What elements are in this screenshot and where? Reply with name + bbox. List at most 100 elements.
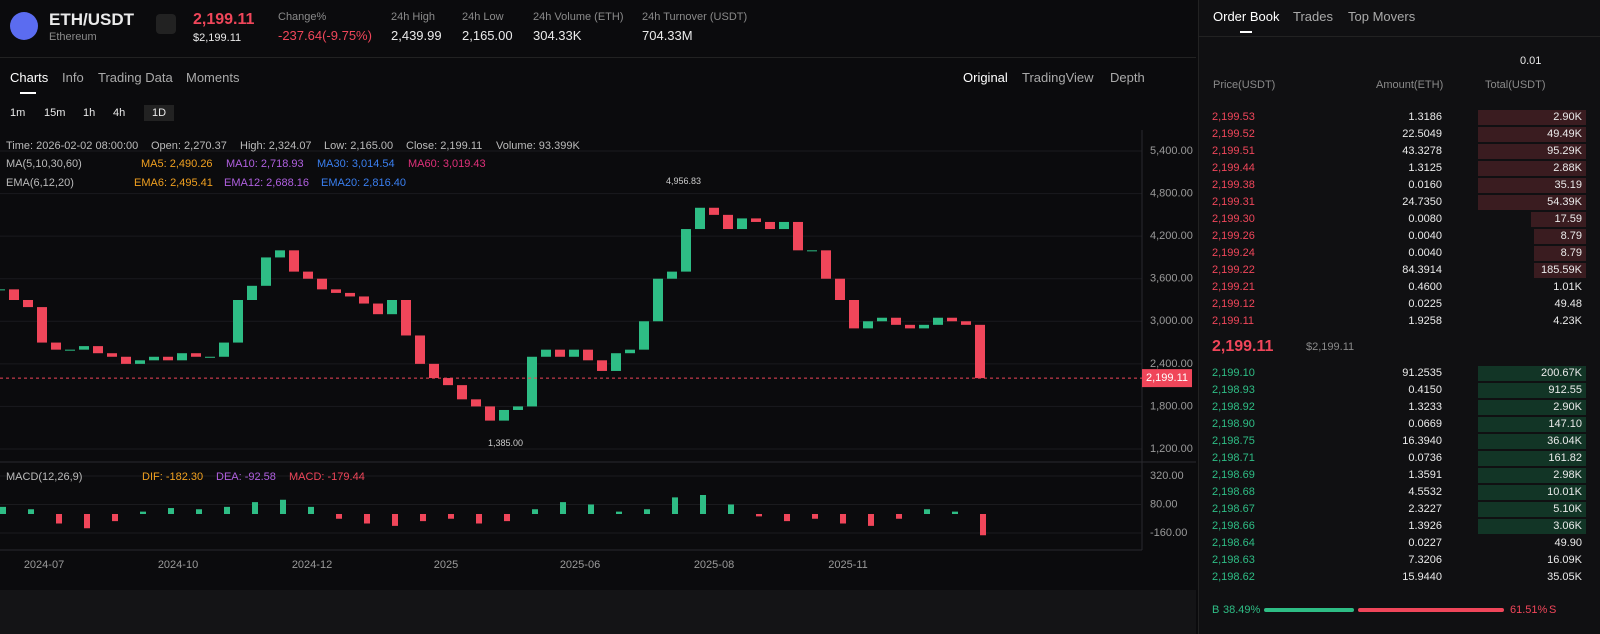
macd-bar: [420, 514, 426, 522]
last-price: 2,199.11: [193, 11, 255, 28]
last-price-label: 2,199.11: [1146, 372, 1188, 384]
ob-price: 2,198.92: [1212, 401, 1255, 413]
candle: [37, 307, 47, 343]
candle: [345, 292, 355, 297]
candle: [723, 214, 733, 230]
favorite[interactable]: [156, 14, 176, 34]
candle: [709, 207, 719, 215]
candle: [961, 321, 971, 325]
candle: [555, 349, 565, 357]
view[interactable]: Original: [963, 70, 1008, 85]
ob-price: 2,199.24: [1212, 247, 1255, 259]
ema-item: EMA20: 2,816.40: [321, 177, 407, 189]
candle: [79, 346, 89, 350]
stat-value: 2,165.00: [462, 28, 513, 43]
depth-bar: [1534, 246, 1586, 261]
mid-price-usd: $2,199.11: [1306, 341, 1355, 353]
ob-amount: 84.3914: [1402, 264, 1442, 276]
depth-bar: [1478, 519, 1586, 534]
ob-row: 2,199.52 22.5049 49.49K: [1212, 126, 1586, 143]
tab[interactable]: Info: [62, 70, 84, 85]
ob-total: 912.55: [1548, 384, 1582, 396]
mid-price: 2,199.11: [1212, 338, 1274, 355]
candle: [177, 353, 187, 361]
interval[interactable]: 1h: [83, 107, 96, 119]
macd-bar: [532, 509, 538, 514]
candle: [793, 221, 803, 251]
candle: [681, 229, 691, 272]
interval[interactable]: 1m: [10, 107, 26, 119]
ob-row: 2,199.26 0.0040 8.79: [1212, 228, 1586, 245]
ob-total: 35.05K: [1547, 571, 1582, 583]
macd-bar: [56, 514, 62, 524]
ob-amount: 91.2535: [1402, 367, 1442, 379]
ob-amount: 0.0160: [1408, 179, 1442, 191]
macd-bar: [308, 506, 314, 514]
candle: [569, 349, 579, 357]
y-tick-label: 4,200.00: [1150, 230, 1193, 242]
symbol[interactable]: ETH/USDT: [49, 10, 134, 29]
ob-row: 2,198.92 1.3233 2.90K: [1212, 399, 1586, 416]
ob-row: 2,198.75 16.3940 36.04K: [1212, 433, 1586, 450]
candle: [317, 278, 327, 290]
ob-tab[interactable]: Order Book: [1213, 9, 1280, 24]
ob-total: 49.49K: [1547, 128, 1582, 140]
ob-total: 16.09K: [1547, 554, 1582, 566]
ob-amount: 22.5049: [1402, 128, 1442, 140]
macd-dea: DEA: -92.58: [216, 471, 276, 483]
ob-price: 2,199.22: [1212, 264, 1255, 276]
tab[interactable]: Trading Data: [98, 70, 173, 85]
depth-bar: [1478, 178, 1586, 193]
candle: [303, 271, 313, 279]
candle: [359, 296, 369, 304]
ema-label: EMA(6,12,20): [6, 177, 74, 189]
ob-amount: 0.0225: [1408, 298, 1442, 310]
ob-amount: 1.3186: [1408, 111, 1442, 123]
y-tick-label: 4,800.00: [1150, 187, 1193, 199]
candle: [975, 324, 985, 379]
stat-value: 704.33M: [642, 28, 693, 43]
view[interactable]: Depth: [1110, 70, 1145, 85]
ob-row: 2,198.62 15.9440 35.05K: [1212, 569, 1586, 586]
depth-bar: [1478, 383, 1586, 398]
view[interactable]: TradingView: [1022, 70, 1094, 85]
macd-label: MACD(12,26,9): [6, 471, 83, 483]
candle: [625, 349, 635, 354]
depth-bar: [1478, 485, 1586, 500]
ob-total: 185.59K: [1541, 264, 1582, 276]
ob-row: 2,198.63 7.3206 16.09K: [1212, 552, 1586, 569]
macd-bar: [728, 504, 734, 514]
candle: [233, 300, 243, 343]
ob-row: 2,198.66 1.3926 3.06K: [1212, 518, 1586, 535]
ob-price: 2,198.68: [1212, 486, 1255, 498]
depth-bar: [1478, 144, 1586, 159]
interval[interactable]: 1D: [144, 105, 175, 121]
high-label: 4,956.83: [666, 176, 701, 186]
interval[interactable]: 4h: [113, 107, 126, 119]
ob-tab[interactable]: Top Movers: [1348, 9, 1416, 24]
precision[interactable]: 0.01: [1520, 55, 1542, 67]
tab[interactable]: Moments: [186, 70, 240, 85]
ob-amount: 0.0040: [1408, 247, 1442, 259]
stat-value: -237.64(-9.75%): [278, 28, 372, 43]
macd-bar: [168, 508, 174, 514]
ohlc-info: High: 2,324.07: [240, 140, 312, 152]
candle: [611, 353, 621, 371]
stat-label: 24h Low: [462, 11, 504, 23]
y-tick-label: 3,000.00: [1150, 315, 1193, 327]
depth-bar: [1534, 229, 1586, 244]
candle: [373, 303, 383, 315]
candle: [821, 250, 831, 279]
depth-bar: [1478, 417, 1586, 432]
y-tick-label: 3,600.00: [1150, 273, 1193, 285]
tab[interactable]: Charts: [10, 70, 49, 85]
macd-value: MACD: -179.44: [289, 471, 365, 483]
ob-tab[interactable]: Trades: [1293, 9, 1333, 24]
buy-letter: B: [1212, 604, 1220, 616]
ob-price: 2,199.31: [1212, 196, 1255, 208]
ob-amount: 0.0227: [1408, 537, 1442, 549]
ob-price: 2,199.11: [1212, 315, 1255, 327]
ob-total: 2.98K: [1553, 469, 1582, 481]
macd-bar: [700, 495, 706, 514]
interval[interactable]: 15m: [44, 107, 66, 119]
